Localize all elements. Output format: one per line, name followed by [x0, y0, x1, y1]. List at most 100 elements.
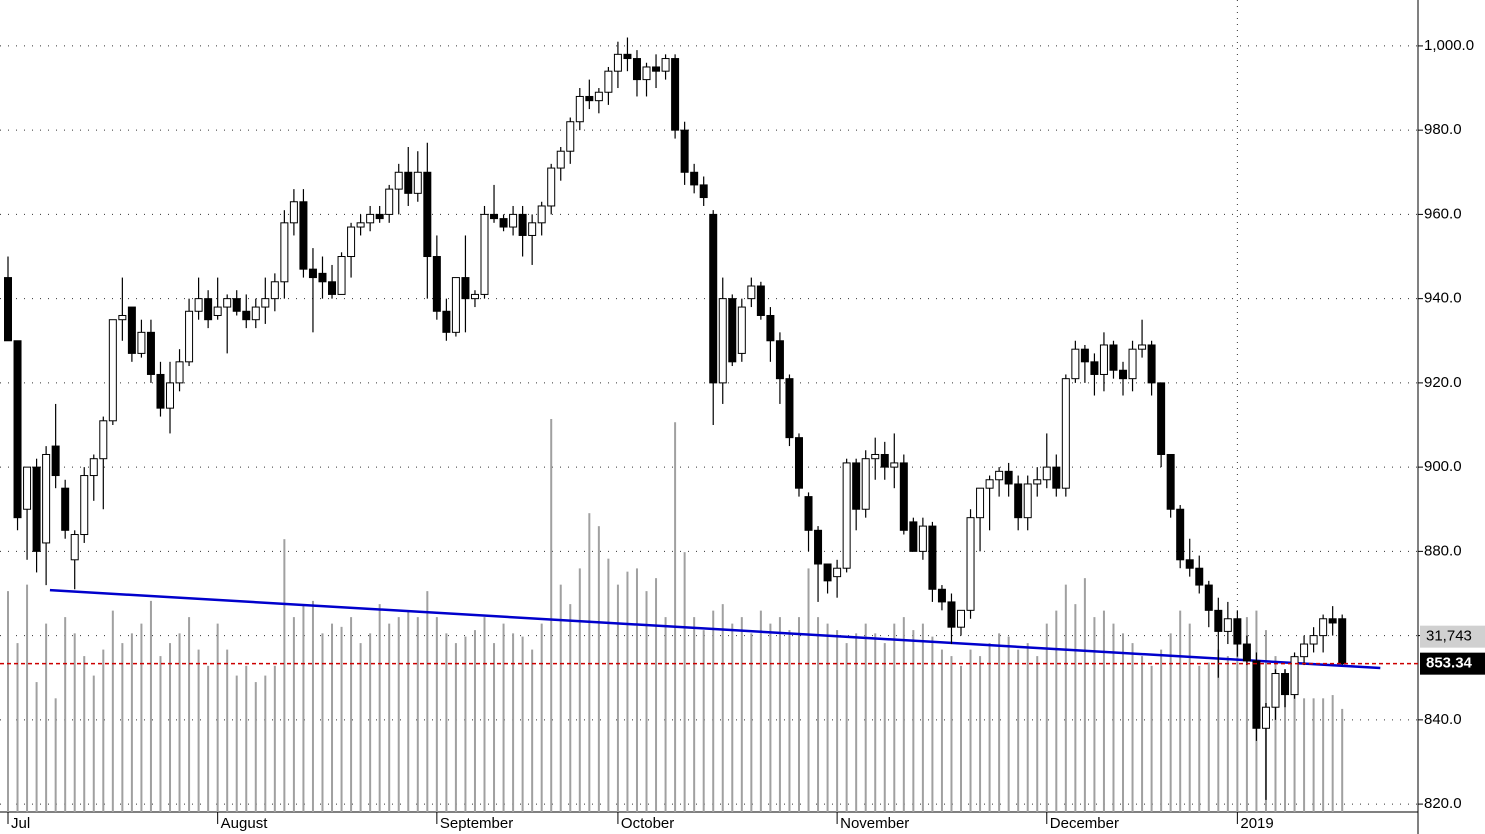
volume-bar: [531, 649, 534, 812]
volume-bar: [645, 591, 648, 812]
volume-bar: [7, 591, 9, 812]
x-tick-label: December: [1050, 815, 1119, 832]
candle-body: [966, 517, 975, 611]
volume-bar: [1017, 649, 1020, 812]
candle-body: [880, 453, 889, 468]
candle-body: [661, 58, 670, 72]
candle-body: [537, 205, 546, 224]
volume-bar: [778, 617, 781, 812]
volume-bar: [1341, 708, 1344, 812]
volume-bar: [54, 698, 57, 812]
candle-body: [385, 188, 394, 215]
x-tick-label: Jul: [11, 815, 30, 832]
candle-body: [1185, 559, 1194, 569]
candle-body: [394, 171, 403, 190]
candle-body: [42, 453, 51, 544]
candle-body: [1090, 361, 1099, 375]
volume-bar: [1188, 623, 1191, 812]
candle-body: [1252, 660, 1261, 729]
volume-label: 31,743: [1426, 628, 1472, 645]
y-tick-label: 880.0: [1424, 542, 1462, 559]
volume-bar: [45, 623, 48, 812]
volume-bar: [1026, 643, 1029, 812]
candle-body: [261, 298, 270, 308]
candle-body: [13, 340, 22, 519]
volume-bar: [864, 623, 867, 812]
volume-bar: [817, 617, 820, 812]
volume-bar: [1303, 698, 1306, 812]
y-tick-label: 840.0: [1424, 711, 1462, 728]
volume-bar: [1179, 610, 1182, 812]
volume-bar: [836, 630, 839, 812]
candle-body: [166, 382, 175, 409]
candle-body: [1128, 348, 1137, 380]
volume-bar: [569, 604, 572, 812]
volume-bar: [302, 604, 305, 812]
volume-bar: [960, 665, 962, 812]
candle-body: [375, 213, 384, 220]
candle-body: [242, 310, 251, 321]
y-tick-label: 820.0: [1424, 795, 1462, 812]
candle-body: [547, 167, 556, 207]
volume-bar: [83, 656, 86, 812]
volume-bar: [883, 643, 886, 812]
volume-bar: [1217, 649, 1220, 812]
volume-bar: [464, 636, 467, 812]
volume-bar: [1236, 636, 1239, 812]
volume-bar: [1007, 636, 1010, 812]
volume-bar: [92, 675, 95, 812]
volume-bar: [845, 643, 848, 812]
candle-body: [671, 58, 680, 131]
candle-body: [632, 58, 641, 81]
volume-bar: [988, 643, 991, 812]
candle-body: [852, 462, 861, 510]
volume-bar: [149, 600, 152, 812]
candle-body: [175, 361, 184, 384]
candle-body: [1157, 382, 1166, 455]
volume-label-box: [1420, 625, 1485, 648]
volume-bar: [1207, 662, 1210, 812]
candle-body: [1147, 344, 1156, 384]
candle-body: [1119, 369, 1128, 380]
volume-bar: [311, 600, 314, 812]
candle-body: [804, 496, 813, 531]
volume-bar: [331, 623, 334, 812]
candle-body: [404, 171, 413, 194]
volume-bar: [169, 643, 172, 812]
price-label: 853.34: [1426, 655, 1473, 672]
candle-body: [80, 475, 89, 536]
volume-bar: [1083, 578, 1086, 812]
volume-bar: [683, 552, 686, 812]
candle-body: [108, 319, 117, 422]
volume-bar: [769, 623, 772, 812]
trendline: [49, 588, 1381, 670]
candle-body: [146, 331, 155, 375]
volume-bar: [578, 568, 581, 812]
volume-bar: [1274, 656, 1277, 812]
volume-bar: [655, 578, 658, 812]
volume-bar: [197, 649, 200, 812]
candle-body: [995, 470, 1004, 481]
volume-bar: [1141, 656, 1144, 812]
candle-body: [1195, 567, 1204, 586]
volume-bar: [207, 665, 210, 812]
candle-body: [432, 256, 441, 312]
candle-body: [328, 281, 337, 295]
volume-bar: [473, 630, 476, 812]
volume-bar: [626, 571, 629, 812]
volume-bar: [178, 633, 181, 812]
candle-body: [118, 314, 127, 321]
volume-bar: [550, 418, 553, 812]
candle-body: [490, 213, 499, 220]
volume-bar: [674, 422, 677, 812]
volume-bar: [292, 617, 295, 812]
candle-body: [690, 171, 699, 186]
candle-body: [499, 218, 508, 228]
candle-body: [480, 213, 489, 295]
candle-body: [1233, 618, 1242, 645]
x-tick-label: October: [621, 815, 674, 832]
candle-body: [442, 310, 451, 333]
volume-bar: [1150, 665, 1153, 812]
volume-bar: [378, 604, 381, 812]
candle-body: [652, 66, 661, 72]
